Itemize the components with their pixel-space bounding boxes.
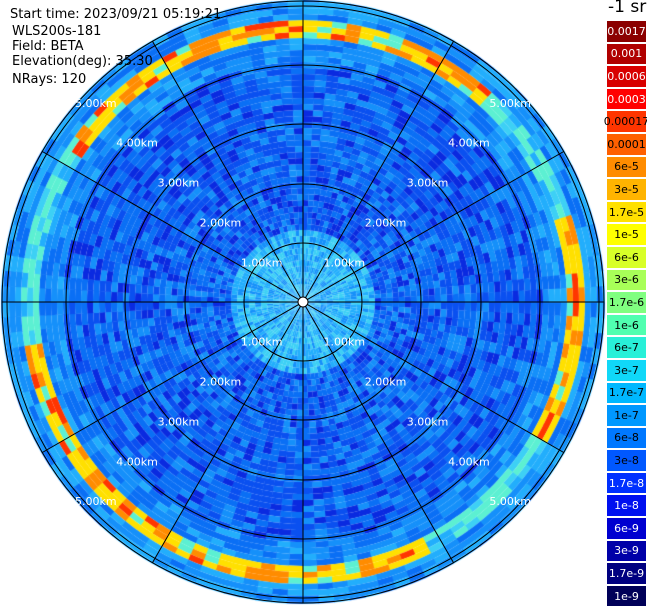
- colorbar-entry: 3e-5: [606, 178, 647, 201]
- colorbar-entry: 0.0006: [606, 65, 647, 88]
- colorbar-entry: 1e-6: [606, 313, 647, 337]
- range-ring-label: 5.00km: [75, 495, 117, 508]
- colorbar-entry-label: 1e-7: [614, 408, 639, 422]
- instrument-label: WLS200s-181: [12, 24, 102, 39]
- colorbar-entry: 0.00017: [603, 110, 647, 133]
- colorbar-entry-label: 1e-9: [614, 589, 639, 603]
- range-ring-label: 4.00km: [448, 455, 490, 468]
- colorbar-entry-label: 3e-6: [614, 273, 639, 287]
- range-ring-label: 1.00km: [324, 256, 366, 269]
- field-label: Field: BETA: [12, 39, 84, 54]
- colorbar-entry-label: 0.00017: [603, 115, 647, 129]
- colorbar-entry: 3e-6: [606, 268, 647, 292]
- range-ring-label: 2.00km: [200, 375, 242, 388]
- colorbar-entry: 1e-8: [606, 494, 647, 518]
- colorbar-entry: 3e-7: [606, 358, 647, 382]
- colorbar-entry-label: 0.001: [610, 47, 643, 61]
- colorbar-entry-label: 0.0017: [607, 24, 646, 38]
- colorbar-entry: 3e-8: [606, 449, 647, 472]
- range-ring-label: 2.00km: [200, 217, 242, 230]
- colorbar-entry: 0.0017: [606, 20, 647, 43]
- colorbar-entry: 6e-8: [606, 426, 647, 450]
- colorbar-entry-label: 0.0003: [607, 92, 646, 106]
- colorbar-unit-label: -1 sr: [608, 0, 647, 17]
- colorbar-entry: 0.0001: [606, 132, 647, 156]
- range-ring-label: 1.00km: [241, 256, 283, 269]
- range-ring-label: 3.00km: [407, 416, 449, 429]
- colorbar-entry-label: 3e-8: [614, 454, 639, 468]
- colorbar-entry-label: 1e-6: [614, 318, 639, 332]
- range-ring-label: 3.00km: [158, 416, 200, 429]
- range-ring-label: 5.00km: [489, 97, 531, 110]
- colorbar-entry-label: 1.7e-5: [608, 205, 645, 219]
- colorbar-entry: 6e-5: [606, 155, 647, 179]
- colorbar-entry: 6e-7: [606, 336, 647, 359]
- colorbar-entry: 3e-9: [606, 539, 647, 563]
- colorbar-entry: 6e-9: [606, 517, 647, 540]
- colorbar-entry-label: 1.7e-8: [608, 476, 645, 490]
- range-ring-label: 4.00km: [116, 455, 158, 468]
- colorbar-entry: 1.7e-6: [606, 291, 647, 314]
- range-ring-label: 2.00km: [365, 375, 407, 388]
- colorbar-entry: 1e-9: [606, 584, 647, 607]
- colorbar-entry-label: 6e-5: [614, 160, 639, 174]
- colorbar-entry-label: 6e-9: [614, 521, 639, 535]
- colorbar-entry-label: 6e-6: [614, 250, 639, 264]
- range-ring-label: 3.00km: [407, 176, 449, 189]
- colorbar-entry: 6e-6: [606, 245, 647, 269]
- colorbar-entry-label: 1.7e-7: [608, 386, 645, 400]
- colorbar-entry: 1.7e-8: [606, 471, 647, 495]
- colorbar-entry-label: 3e-5: [614, 182, 639, 196]
- colorbar-entry-label: 3e-9: [614, 544, 639, 558]
- colorbar-entry-label: 1.7e-6: [608, 295, 645, 309]
- colorbar-entry-label: 6e-7: [614, 341, 639, 355]
- colorbar-legend: 0.0017 0.001 0.0006 0.0003 0.00017 0.0001 6e-5…: [603, 20, 647, 607]
- range-ring-label: 5.00km: [489, 495, 531, 508]
- range-ring-label: 1.00km: [241, 336, 283, 349]
- colorbar-entry: 1.7e-7: [606, 381, 647, 405]
- colorbar-entry-label: 6e-8: [614, 431, 639, 445]
- colorbar-entry: 1e-5: [606, 223, 647, 246]
- colorbar-entry: 1.7e-5: [606, 200, 647, 224]
- range-ring-label: 5.00km: [75, 97, 117, 110]
- colorbar-entry: 1.7e-9: [606, 562, 647, 585]
- colorbar-entry-label: 1.7e-9: [608, 567, 645, 581]
- colorbar-entry: 1e-7: [606, 404, 647, 427]
- colorbar-entry-label: 0.0001: [607, 137, 646, 151]
- colorbar-entry-label: 1e-8: [614, 499, 639, 513]
- colorbar-entry-label: 0.0006: [607, 69, 646, 83]
- radar-center-marker: [297, 296, 309, 308]
- range-ring-label: 2.00km: [365, 217, 407, 230]
- nrays-label: NRays: 120: [12, 72, 87, 87]
- colorbar-entry-label: 1e-5: [614, 228, 639, 242]
- colorbar-entry: 0.001: [606, 42, 647, 66]
- start-time-label: Start time: 2023/09/21 05:19:21: [10, 7, 222, 22]
- range-ring-label: 1.00km: [324, 336, 366, 349]
- colorbar-entry: 0.0003: [606, 87, 647, 111]
- range-ring-label: 3.00km: [158, 176, 200, 189]
- elevation-label: Elevation(deg): 35.30: [12, 54, 153, 69]
- range-ring-label: 4.00km: [448, 137, 490, 150]
- colorbar-entry-label: 3e-7: [614, 363, 639, 377]
- range-ring-label: 4.00km: [116, 137, 158, 150]
